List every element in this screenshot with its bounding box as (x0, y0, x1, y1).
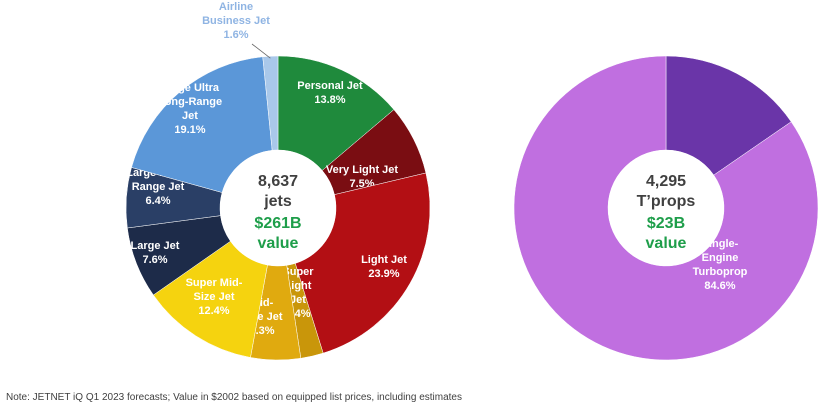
slice-label-line: Business Jet (202, 15, 270, 27)
slice-label-line: Large Ultra (161, 82, 220, 94)
slice-label-single-engine-turboprop: Single-Engine Turboprop 84.6% (693, 238, 748, 292)
slice-label-line: Jet (290, 294, 306, 306)
slice-label-line: Very Light Jet (326, 164, 398, 176)
center-value: $261B (254, 215, 301, 232)
slice-label-line: Turboprop (693, 266, 748, 278)
donut-chart-1: Personal Jet 13.8%Very Light Jet 7.5%Light… (125, 1, 431, 361)
center-value-word: value (646, 235, 687, 252)
donut-hole (220, 150, 336, 266)
slice-label-line: Airline (219, 1, 253, 13)
slice-multi-engine-turboprop (665, 55, 792, 176)
leader-line (251, 43, 271, 59)
slice-label-line: Personal Jet (297, 80, 363, 92)
slice-label-line: 6.4% (145, 195, 170, 207)
slice-label-line: 19.1% (174, 124, 205, 136)
slice-label-line: Large Jet (131, 240, 180, 252)
slice-label-large-ultra-long-range-jet: Large Ultra Long-Range Jet 19.1% (158, 82, 222, 136)
slice-label-personal-jet: Personal Jet 13.8% (297, 80, 363, 106)
slice-label-line: Super (282, 266, 314, 278)
slice-label-line: Range Jet (132, 181, 185, 193)
slice-label-line: 12.4% (198, 305, 229, 317)
slice-label-line: Light (285, 280, 312, 292)
slice-label-light-jet: Light Jet 23.9% (361, 254, 407, 280)
slice-label-line: 23.9% (368, 268, 399, 280)
slice-label-line: Jet (182, 110, 198, 122)
slice-label-large-jet: Large Jet 7.6% (131, 240, 180, 266)
slice-label-line: Long-Range (158, 96, 222, 108)
center-value: $23B (647, 215, 685, 232)
donut-hole (608, 150, 724, 266)
slice-label-line: 84.6% (704, 280, 735, 292)
slice-label-airline-business-jet: Airline Business Jet 1.6% (202, 1, 270, 41)
center-count: 8,637 (258, 173, 298, 190)
slice-label-line: Super Mid- (186, 277, 243, 289)
slice-label-line: Engine (702, 252, 739, 264)
donut-chart-2: Multi-EngineTurboprop15.4%Single-EngineT… (513, 55, 819, 361)
center-value-word: value (258, 235, 299, 252)
center-unit: T’props (637, 193, 696, 210)
slice-label-line: 7.6% (142, 254, 167, 266)
slice-label-line: Size Jet (194, 291, 235, 303)
slice-label-super-mid-size-jet: Super Mid- Size Jet 12.4% (186, 277, 243, 317)
slice-label-line: Light Jet (361, 254, 407, 266)
center-count: 4,295 (646, 173, 686, 190)
center-unit: jets (263, 193, 292, 210)
slice-label-line: 1.6% (223, 29, 248, 41)
source-note: Note: JETNET iQ Q1 2023 forecasts; Value… (6, 392, 462, 403)
slice-label-line: 13.8% (314, 94, 345, 106)
